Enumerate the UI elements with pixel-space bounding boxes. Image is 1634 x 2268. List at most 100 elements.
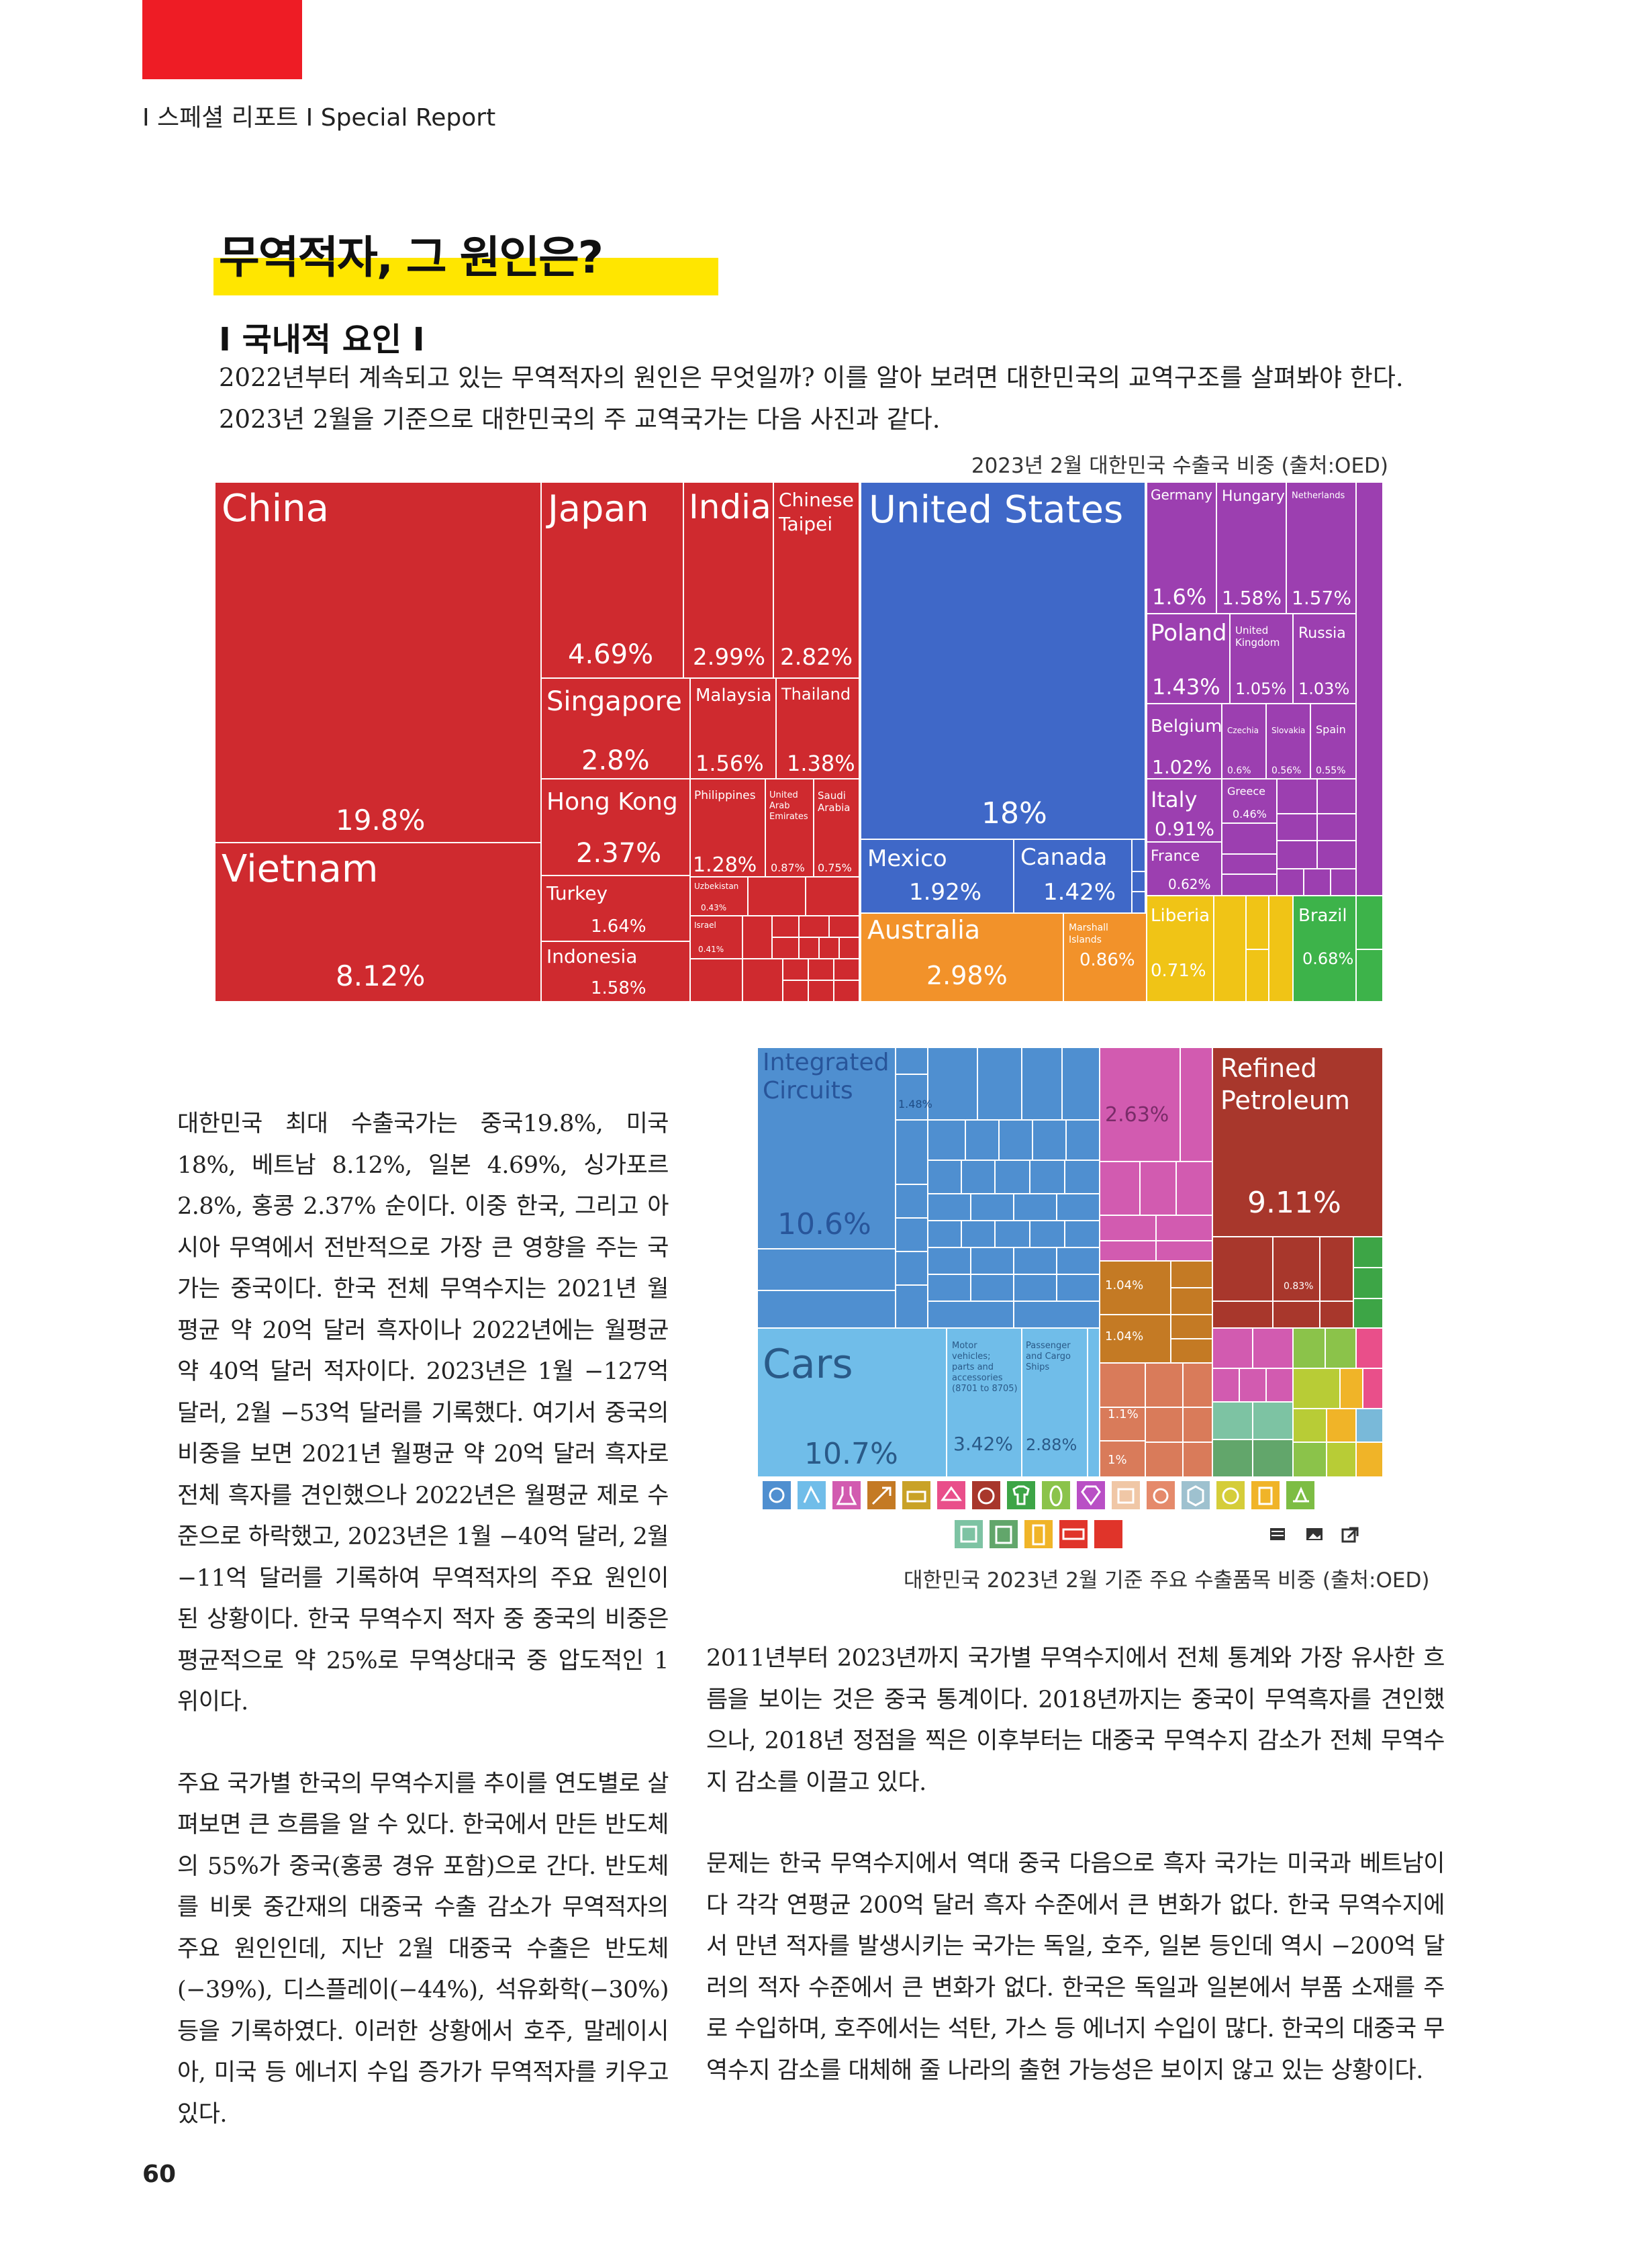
value-cars: 10.7%: [804, 1437, 898, 1471]
vehicles-icon[interactable]: [798, 1481, 826, 1509]
chemicals-icon[interactable]: [832, 1481, 861, 1509]
label-uzbekistan: Uzbekistan: [694, 882, 738, 891]
label-italy: Italy: [1151, 787, 1197, 812]
paper-icon[interactable]: [1251, 1481, 1280, 1509]
weapons-icon[interactable]: [990, 1520, 1018, 1548]
footwear-icon[interactable]: [955, 1520, 983, 1548]
value-minor-6: 1%: [1108, 1453, 1127, 1467]
export-products-treemap: Integrated Circuits 10.6% Cars 10.7% Mot…: [757, 1047, 1383, 1477]
label-vietnam: Vietnam: [222, 847, 378, 891]
value-liberia: 0.71%: [1151, 961, 1206, 981]
share-icon[interactable]: [1341, 1527, 1359, 1543]
label-poland: Poland: [1151, 620, 1227, 647]
electronics-icon[interactable]: [763, 1481, 791, 1509]
value-belgium: 1.02%: [1152, 756, 1212, 778]
label-hungary: Hungary: [1222, 488, 1285, 505]
art-icon[interactable]: [1059, 1520, 1088, 1548]
stone-icon[interactable]: [1216, 1481, 1245, 1509]
vegetables-icon[interactable]: [1042, 1481, 1070, 1509]
tile-greece: [1221, 778, 1278, 824]
label-uae: United: [769, 790, 798, 800]
machinery-icon[interactable]: [867, 1481, 896, 1509]
label-united-states: United States: [869, 488, 1123, 532]
label-chinese-taipei: Chinese: [779, 489, 854, 511]
svg-text:Petroleum: Petroleum: [1220, 1086, 1350, 1115]
tile-uzbekistan: [689, 876, 749, 916]
label-marshall-islands: Marshall: [1069, 923, 1108, 933]
right-paragraph-1: 2011년부터 2023년까지 국가별 무역수지에서 전체 통계와 가장 유사한…: [706, 1645, 1445, 1796]
value-japan: 4.69%: [568, 639, 653, 670]
label-china: China: [222, 487, 329, 530]
svg-text:(8701 to 8705): (8701 to 8705): [952, 1384, 1018, 1394]
value-slovakia: 0.56%: [1271, 765, 1301, 776]
tile-brazil: [1292, 895, 1357, 1002]
value-canada: 1.42%: [1043, 879, 1116, 906]
right-column: 2011년부터 2023년까지 국가별 무역수지에서 전체 통계와 가장 유사한…: [706, 1638, 1445, 2132]
minerals-icon[interactable]: [1182, 1481, 1210, 1509]
tile-indonesia: [540, 941, 691, 1002]
value-united-states: 18%: [981, 796, 1047, 831]
tile-netherlands: [1286, 482, 1357, 614]
label-russia: Russia: [1298, 625, 1346, 642]
label-india: India: [689, 487, 771, 526]
value-motor-vehicle-parts: 3.42%: [953, 1433, 1013, 1455]
tile-philippines: [689, 778, 766, 878]
value-czechia: 0.6%: [1227, 765, 1251, 776]
value-israel: 0.41%: [698, 945, 724, 954]
label-philippines: Philippines: [694, 789, 756, 802]
tile-hungary: [1216, 482, 1287, 614]
tile-vietnam: [215, 842, 542, 1002]
jewelry-icon[interactable]: [1077, 1481, 1105, 1509]
svg-text:Motor: Motor: [952, 1341, 977, 1351]
label-liberia: Liberia: [1151, 906, 1210, 926]
label-israel: Israel: [694, 920, 716, 930]
foodstuffs-icon[interactable]: [1112, 1481, 1140, 1509]
special-icon[interactable]: [1094, 1520, 1122, 1548]
value-minor-4: 1.1%: [1108, 1407, 1139, 1421]
tile-turkey: [540, 875, 691, 942]
svg-text:Ships: Ships: [1026, 1362, 1049, 1372]
value-saudi-arabia: 0.75%: [818, 861, 852, 874]
left-paragraph-2: 주요 국가별 한국의 무역수지를 추이를 연도별로 살펴보면 큰 흐름을 알 수…: [177, 1770, 669, 2128]
label-belgium: Belgium: [1151, 716, 1222, 737]
tile-integrated-circuits: [757, 1047, 896, 1249]
animals-icon[interactable]: [1147, 1481, 1175, 1509]
value-minor-1: 2.63%: [1105, 1103, 1169, 1127]
export-destinations-treemap: China 19.8% Vietnam 8.12% Japan 4.69% In…: [215, 482, 1383, 1002]
value-philippines: 1.28%: [693, 853, 757, 877]
svg-text:Circuits: Circuits: [763, 1077, 853, 1104]
tile-refined-petroleum: [1212, 1047, 1383, 1237]
label-netherlands: Netherlands: [1292, 491, 1345, 501]
intro-line-1: 2022년부터 계속되고 있는 무역적자의 원인은 무엇일까? 이를 알아 보려…: [219, 363, 1404, 392]
plastics-icon[interactable]: [937, 1481, 965, 1509]
label-thailand: Thailand: [781, 685, 851, 704]
label-united-kingdom: United: [1235, 624, 1268, 636]
misc-icon[interactable]: [1024, 1520, 1053, 1548]
label-australia: Australia: [867, 915, 980, 945]
wood-icon[interactable]: [1286, 1481, 1314, 1509]
value-russia: 1.03%: [1298, 679, 1349, 698]
value-turkey: 1.64%: [591, 916, 646, 937]
tile-hong-kong: [540, 778, 691, 876]
intro-line-2: 2023년 2월을 기준으로 대한민국의 주 교역국가는 다음 사진과 같다.: [219, 405, 941, 434]
textiles-icon[interactable]: [1007, 1481, 1035, 1509]
value-spain: 0.55%: [1316, 765, 1345, 776]
label-mexico: Mexico: [867, 845, 947, 872]
tile-italy: [1146, 778, 1222, 843]
tile-passenger-cargo-ships: [1021, 1327, 1088, 1477]
header-red-tab: [142, 0, 302, 79]
tile-poland: [1146, 613, 1231, 704]
metals-icon[interactable]: [902, 1481, 930, 1509]
image-icon[interactable]: [1306, 1528, 1323, 1540]
value-hungary: 1.58%: [1222, 587, 1282, 609]
tile-chinese-taipei: [773, 482, 860, 679]
tile-united-states: [860, 482, 1146, 840]
table-icon[interactable]: [1270, 1528, 1285, 1540]
instruments-icon[interactable]: [972, 1481, 1000, 1509]
label-canada: Canada: [1020, 844, 1107, 871]
tile-malaysia: [689, 677, 777, 779]
value-minor-3: 1.04%: [1105, 1329, 1143, 1343]
value-uae: 0.87%: [771, 861, 805, 874]
value-brazil: 0.68%: [1302, 949, 1353, 968]
tile-india: [683, 482, 774, 679]
